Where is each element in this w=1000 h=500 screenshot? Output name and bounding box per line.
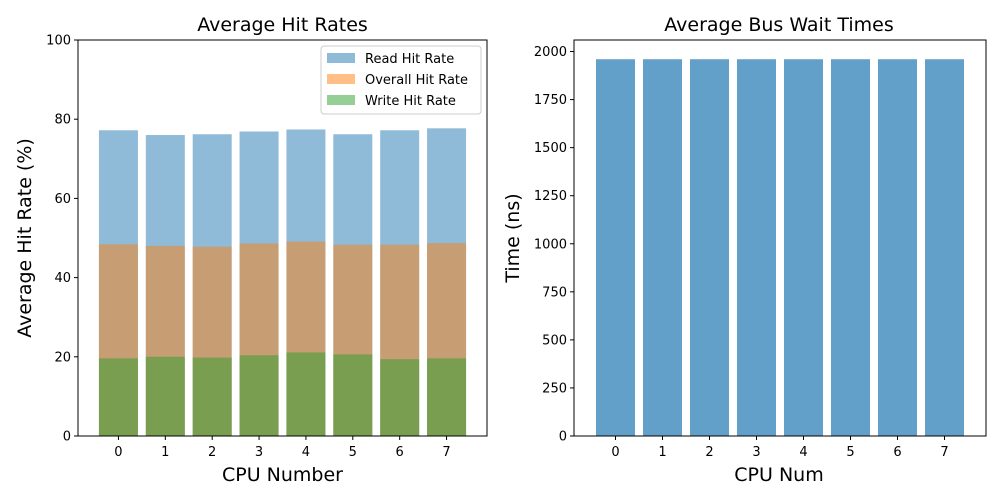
bus-wait-y-axis: 0 250 500 750 1000 1250 1500 1750 2000 <box>534 45 574 445</box>
hit-rate-y-tick-label: 0 <box>63 430 71 445</box>
bus-wait-y-tick-label: 500 <box>542 333 567 348</box>
bus-wait-x-axis: 0 1 2 3 4 5 6 7 <box>611 436 949 460</box>
hit-rate-x-axis-label: CPU Number <box>222 464 343 486</box>
hit-rate-legend: Read Hit Rate Overall Hit Rate Write Hit R… <box>320 45 482 115</box>
hit-rate-y-tick-label: 100 <box>46 34 71 49</box>
legend-swatch <box>327 53 355 63</box>
bus-wait-bars <box>596 59 964 437</box>
legend-label: Overall Hit Rate <box>365 73 468 88</box>
hit-rate-x-axis: 0 1 2 3 4 5 6 7 <box>114 436 451 460</box>
bus-wait-y-tick-label: 0 <box>559 430 567 445</box>
hit-rate-x-tick-label: 1 <box>161 445 169 460</box>
hit-rate-bar-series2-cpu1 <box>145 356 185 436</box>
hit-rate-bar-series2-cpu7 <box>427 358 467 436</box>
hit-rate-y-tick-label: 40 <box>54 271 71 286</box>
bus-wait-bar-series0-cpu1 <box>643 59 682 437</box>
bus-wait-bar-series0-cpu7 <box>925 59 964 437</box>
hit-rate-y-tick-label: 20 <box>54 350 71 365</box>
bus-wait-y-tick-label: 1250 <box>534 189 567 204</box>
bus-wait-x-tick-label: 6 <box>893 445 901 460</box>
bus-wait-y-tick-label: 1000 <box>534 237 567 252</box>
hit-rate-x-tick-label: 0 <box>114 445 122 460</box>
bus-wait-x-axis-label: CPU Num <box>734 464 823 486</box>
hit-rate-bar-series2-cpu3 <box>239 355 279 436</box>
hit-rate-x-tick-label: 5 <box>349 445 357 460</box>
bus-wait-bar-series0-cpu6 <box>878 59 917 437</box>
bus-wait-x-tick-label: 2 <box>705 445 713 460</box>
hit-rate-bar-series2-cpu2 <box>192 357 232 436</box>
bus-wait-bar-series0-cpu2 <box>690 59 729 437</box>
bus-wait-y-tick-label: 2000 <box>534 45 567 60</box>
bus-wait-x-tick-label: 3 <box>752 445 760 460</box>
hit-rate-chart-title: Average Hit Rates <box>197 14 368 36</box>
bus-wait-chart-title: Average Bus Wait Times <box>664 14 893 36</box>
bus-wait-bar-series0-cpu3 <box>737 59 776 437</box>
bus-wait-bar-series0-cpu5 <box>831 59 870 437</box>
hit-rate-y-axis-label: Average Hit Rate (%) <box>14 138 36 338</box>
bus-wait-x-tick-label: 1 <box>658 445 666 460</box>
bus-wait-bar-series0-cpu0 <box>596 59 635 437</box>
hit-rate-y-axis: 0 20 40 60 80 100 <box>46 34 78 445</box>
hit-rate-bar-series2-cpu6 <box>380 359 420 436</box>
hit-rate-x-tick-label: 6 <box>396 445 404 460</box>
legend-swatch <box>327 74 355 84</box>
hit-rate-bar-series2-cpu5 <box>333 354 373 436</box>
bus-wait-x-tick-label: 4 <box>799 445 807 460</box>
hit-rate-bars <box>98 128 467 437</box>
hit-rate-x-tick-label: 3 <box>255 445 263 460</box>
bus-wait-y-tick-label: 1750 <box>534 93 567 108</box>
hit-rate-x-tick-label: 2 <box>208 445 216 460</box>
hit-rate-x-tick-label: 4 <box>302 445 310 460</box>
bus-wait-y-axis-label: Time (ns) <box>502 193 524 283</box>
hit-rate-plot-frame <box>77 39 488 437</box>
bus-wait-x-tick-label: 0 <box>611 445 619 460</box>
bus-wait-y-tick-label: 750 <box>542 285 567 300</box>
hit-rate-y-tick-label: 80 <box>54 113 71 128</box>
bus-wait-y-tick-label: 250 <box>542 381 567 396</box>
hit-rate-y-tick-label: 60 <box>54 192 71 207</box>
legend-swatch <box>327 95 355 105</box>
legend-box <box>320 45 482 115</box>
bus-wait-x-tick-label: 7 <box>940 445 948 460</box>
bus-wait-y-tick-label: 1500 <box>534 141 567 156</box>
bus-wait-panel: Average Bus Wait Times 02505007501000125… <box>502 14 987 486</box>
bus-wait-bar-series0-cpu4 <box>784 59 823 437</box>
hit-rate-x-tick-label: 7 <box>442 445 450 460</box>
bus-wait-plot-frame <box>573 39 987 437</box>
hit-rate-bar-series2-cpu4 <box>286 352 326 436</box>
hit-rate-bar-series2-cpu0 <box>98 358 138 436</box>
legend-label: Read Hit Rate <box>365 52 454 67</box>
bus-wait-x-tick-label: 5 <box>846 445 854 460</box>
legend-label: Write Hit Rate <box>365 94 456 109</box>
